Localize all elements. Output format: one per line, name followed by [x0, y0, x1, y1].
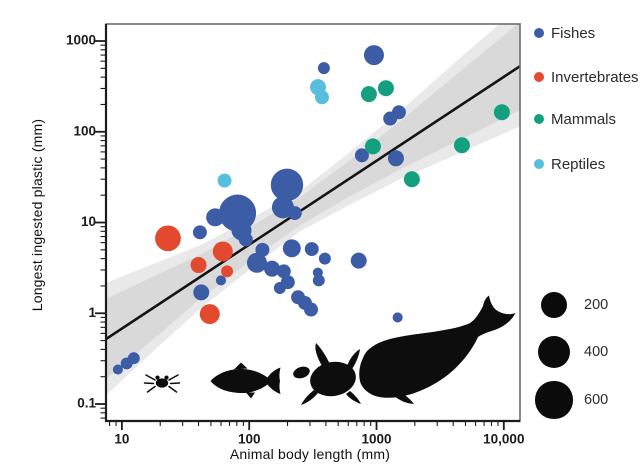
point-fishes	[215, 275, 227, 286]
fish-icon	[210, 362, 281, 399]
fit-line	[106, 65, 520, 341]
fishes-swatch-icon	[534, 28, 544, 38]
point-mammals	[403, 171, 420, 188]
data-points	[112, 45, 510, 375]
legend-label-reptiles: Reptiles	[551, 155, 606, 173]
reptiles-swatch-icon	[534, 159, 544, 169]
x-axis-title: Animal body length (mm)	[229, 446, 391, 462]
point-invertebrates	[212, 241, 233, 262]
point-invertebrates	[199, 304, 220, 325]
invertebrates-swatch-icon	[534, 72, 544, 82]
x-tick-label: 10	[114, 432, 129, 447]
axis-tick-labels: 10 100 1000 10,000 1000 100 10 1 0.1	[66, 33, 525, 447]
point-invertebrates	[221, 265, 234, 278]
point-fishes	[255, 242, 270, 257]
point-invertebrates	[155, 225, 181, 252]
point-fishes	[270, 168, 304, 202]
point-reptiles	[315, 90, 329, 105]
y-tick-label: 1000	[66, 33, 96, 48]
point-fishes	[282, 239, 301, 258]
size-legend-label-200: 200	[584, 297, 609, 313]
x-tick-label: 10,000	[483, 432, 524, 447]
y-tick-label: 100	[73, 123, 96, 138]
size-legend-circle-400	[537, 335, 571, 369]
legend-label-fishes: Fishes	[551, 24, 596, 42]
legend-item-reptiles: Reptiles	[534, 154, 605, 174]
point-fishes	[287, 206, 302, 221]
point-fishes	[246, 252, 267, 273]
animal-silhouettes	[143, 295, 516, 405]
axis-lines	[104, 24, 520, 423]
x-tick-label: 100	[238, 432, 261, 447]
size-legend-circle-200	[541, 292, 567, 318]
point-invertebrates	[190, 257, 207, 274]
point-fishes	[276, 264, 291, 279]
point-fishes	[280, 275, 295, 290]
axis-ticks	[95, 40, 505, 430]
point-fishes	[193, 284, 210, 301]
point-fishes	[192, 225, 207, 240]
x-tick-label: 1000	[361, 432, 391, 447]
size-legend-circle-600	[535, 381, 573, 419]
point-fishes	[317, 62, 330, 75]
point-fishes	[363, 45, 384, 66]
mammals-swatch-icon	[534, 114, 544, 124]
legend-label-invertebrates: Invertebrates	[551, 68, 639, 86]
point-fishes	[318, 252, 331, 265]
point-fishes	[354, 148, 369, 163]
y-axis-title: Longest ingested plastic (mm)	[29, 118, 45, 312]
point-fishes	[238, 232, 253, 247]
legend-label-mammals: Mammals	[551, 110, 617, 128]
point-mammals	[360, 86, 377, 103]
point-fishes	[112, 364, 123, 375]
point-fishes	[127, 352, 140, 365]
y-tick-label: 10	[81, 214, 96, 229]
point-fishes	[392, 312, 403, 323]
point-fishes	[391, 105, 406, 120]
point-fishes	[263, 260, 280, 277]
whale-icon	[359, 295, 516, 404]
ci-inner-band	[106, 24, 520, 379]
regression-line	[106, 65, 520, 341]
point-mammals	[377, 80, 394, 97]
sea-turtle-icon	[293, 343, 361, 405]
point-fishes	[312, 274, 325, 287]
legend-item-mammals: Mammals	[534, 109, 616, 129]
point-fishes	[304, 302, 319, 317]
point-mammals	[453, 137, 470, 154]
size-legend-label-600: 600	[584, 392, 609, 408]
legend-item-fishes: Fishes	[534, 23, 595, 43]
y-tick-label: 0.1	[77, 396, 96, 411]
point-mammals	[493, 104, 510, 121]
size-legend-label-400: 400	[584, 344, 609, 360]
point-fishes	[387, 150, 404, 167]
y-tick-label: 1	[88, 305, 96, 320]
legend-item-invertebrates: Invertebrates	[534, 67, 639, 87]
point-fishes	[304, 242, 319, 257]
point-fishes	[350, 252, 367, 269]
point-reptiles	[217, 173, 232, 188]
crab-icon	[143, 374, 181, 393]
point-mammals	[364, 138, 381, 155]
